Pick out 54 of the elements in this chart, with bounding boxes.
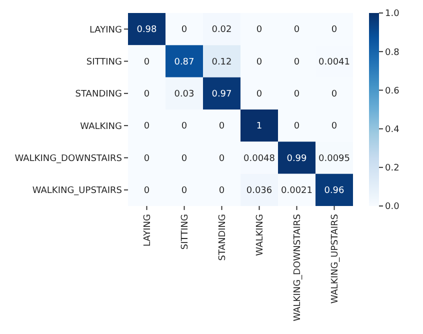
data-label: 0.036 — [246, 186, 272, 196]
x-tick-label: WALKING_DOWNSTAIRS — [292, 214, 303, 322]
data-label: 0 — [181, 122, 188, 132]
y-tick-label: WALKING_DOWNSTAIRS — [14, 154, 122, 164]
data-label: 0 — [218, 122, 225, 132]
y-tick-label: STANDING — [75, 90, 122, 100]
data-label: 0.96 — [324, 186, 345, 196]
data-label: 0 — [331, 25, 338, 36]
data-label: 0 — [256, 25, 262, 36]
data-label: 0 — [181, 186, 188, 196]
data-label: 0 — [294, 57, 300, 68]
data-label: 0.0021 — [281, 186, 312, 196]
data-label: 0 — [256, 57, 262, 68]
data-label: 0 — [144, 90, 150, 100]
color-bar-label: 0.2 — [385, 164, 400, 174]
data-label: 0 — [294, 90, 300, 100]
data-label: 1 — [256, 122, 262, 132]
data-label: 0 — [294, 25, 300, 36]
data-label: 0 — [144, 186, 150, 196]
color-bar-label: 0.6 — [385, 86, 400, 96]
x-tick-label: LAYING — [142, 214, 153, 247]
x-tick-label: SITTING — [180, 214, 190, 250]
data-label: 0.98 — [136, 25, 158, 36]
color-bar-label: 0.0 — [385, 202, 400, 212]
color-bar-label: 0.8 — [385, 48, 400, 58]
data-label: 0 — [144, 154, 150, 164]
y-tick-label: WALKING_UPSTAIRS — [32, 186, 122, 196]
data-label: 0 — [331, 90, 338, 100]
data-label: 0.0048 — [244, 154, 276, 164]
data-label: 0 — [181, 25, 188, 36]
x-tick-label: STANDING — [218, 214, 228, 261]
y-tick-label: WALKING — [80, 122, 122, 132]
data-label: 0.99 — [286, 154, 308, 164]
x-tick-label: WALKING_UPSTAIRS — [330, 214, 340, 304]
data-label: 0.0041 — [318, 57, 350, 68]
data-label: 0.87 — [174, 57, 194, 68]
data-label: 0 — [144, 122, 150, 132]
data-label: 0 — [256, 90, 262, 100]
data-label: 0 — [181, 154, 188, 164]
data-label: 0.12 — [212, 57, 232, 68]
data-label: 0 — [331, 122, 338, 132]
data-label: 0.02 — [212, 25, 232, 36]
color-bar-label: 0.4 — [385, 124, 400, 135]
data-label: 0 — [218, 186, 225, 196]
data-label: 0 — [294, 122, 300, 132]
data-label: 0 — [144, 57, 150, 68]
color-bar-label: 1.0 — [385, 9, 400, 20]
data-label: 0.0095 — [318, 154, 350, 164]
y-tick-label: LAYING — [89, 25, 122, 36]
data-label: 0 — [218, 154, 225, 164]
y-tick-label: SITTING — [86, 57, 122, 68]
data-label: 0.03 — [174, 90, 194, 100]
data-label: 0.97 — [212, 90, 232, 100]
x-tick-label: WALKING — [255, 214, 266, 256]
